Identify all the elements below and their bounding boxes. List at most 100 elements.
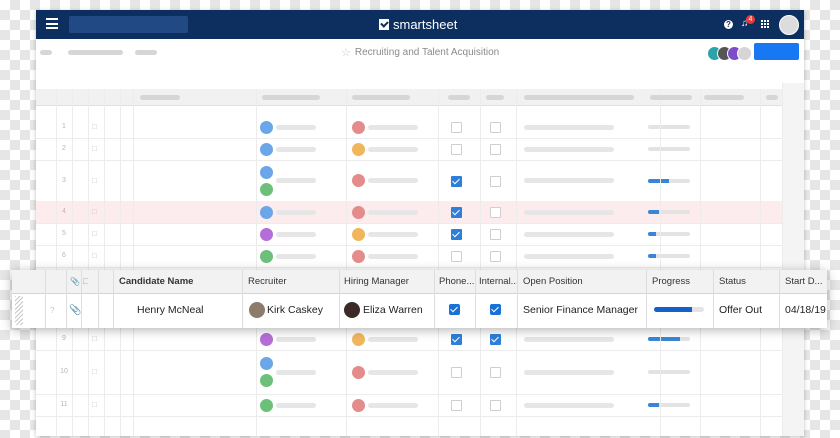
column-header-placeholder[interactable] (140, 95, 180, 100)
column-header-placeholder[interactable] (262, 95, 320, 100)
column-header-placeholder[interactable] (448, 95, 470, 100)
toolbar-placeholder[interactable] (135, 50, 157, 55)
header-phone-screen[interactable]: Phone... (439, 276, 475, 287)
progress-bar-fill (648, 337, 680, 341)
header-start-date[interactable]: Start D... (785, 276, 823, 287)
row-drag-handle[interactable] (15, 296, 23, 325)
phone-screen-checkbox[interactable] (451, 122, 462, 133)
column-header-placeholder[interactable] (704, 95, 744, 100)
search-input[interactable] (69, 16, 188, 33)
column-divider (713, 270, 714, 328)
phone-screen-checkbox[interactable] (451, 144, 462, 155)
table-row[interactable]: 3 □ (36, 160, 782, 202)
column-divider (133, 89, 134, 436)
table-row[interactable]: 6 □ (36, 245, 782, 268)
toolbar-placeholder[interactable] (68, 50, 123, 55)
hiring-manager-avatar (352, 120, 365, 134)
table-row[interactable]: 4 □ (36, 201, 782, 224)
internal-referral-checkbox[interactable] (490, 400, 501, 411)
phone-screen-checkbox[interactable] (449, 304, 460, 315)
row-icon[interactable]: □ (92, 229, 97, 238)
table-row[interactable]: 1 □ (36, 116, 782, 139)
sheet-toolbar: ☆ Recruiting and Talent Acquisition (36, 39, 804, 84)
phone-screen-checkbox[interactable] (451, 207, 462, 218)
table-row[interactable]: 2 □ (36, 138, 782, 161)
table-row[interactable]: 10 □ (36, 350, 782, 395)
cell-placeholder (368, 124, 418, 130)
hiring-manager-avatar (352, 249, 365, 263)
header-open-position[interactable]: Open Position (523, 276, 583, 287)
row-icon[interactable]: □ (92, 400, 97, 409)
table-row[interactable]: 11 □ (36, 394, 782, 417)
row-icon[interactable]: □ (92, 334, 97, 343)
progress-bar (648, 337, 690, 341)
collaborator-avatar[interactable] (737, 46, 752, 61)
internal-referral-checkbox[interactable] (490, 367, 501, 378)
phone-screen-checkbox[interactable] (451, 175, 462, 187)
table-row[interactable]: 5 □ (36, 223, 782, 246)
start-date-cell[interactable]: 04/18/19 (785, 304, 826, 316)
internal-referral-checkbox[interactable] (490, 334, 501, 345)
row-number: 6 (62, 252, 66, 259)
cell-placeholder (524, 336, 614, 342)
apps-grid-icon[interactable] (761, 20, 770, 29)
table-row[interactable]: ? 📎 Henry McNeal Kirk Caskey Eliza Warre… (12, 293, 827, 328)
status-cell[interactable]: Offer Out (719, 304, 762, 316)
internal-referral-checkbox[interactable] (490, 207, 501, 218)
cell-placeholder (524, 402, 614, 408)
toolbar-placeholder[interactable] (40, 50, 52, 55)
candidate-name-cell[interactable]: Henry McNeal (137, 304, 204, 316)
share-button[interactable] (754, 43, 799, 60)
open-position-cell[interactable]: Senior Finance Manager (523, 304, 638, 316)
phone-screen-checkbox[interactable] (451, 400, 462, 411)
column-divider (434, 270, 435, 328)
row-icon[interactable]: □ (92, 122, 97, 131)
header-internal-referral[interactable]: Internal... (479, 276, 519, 287)
cell-placeholder (368, 402, 418, 408)
phone-screen-checkbox[interactable] (451, 334, 462, 345)
table-row[interactable]: 9 □ (36, 328, 782, 351)
header-progress[interactable]: Progress (652, 276, 691, 287)
column-divider (88, 89, 89, 436)
internal-referral-checkbox[interactable] (490, 144, 501, 155)
column-divider (120, 89, 121, 436)
header-status[interactable]: Status (719, 276, 746, 287)
user-avatar[interactable] (779, 15, 799, 35)
row-number: 2 (62, 145, 66, 152)
header-candidate-name[interactable]: Candidate Name (119, 276, 194, 287)
phone-screen-checkbox[interactable] (451, 229, 462, 240)
cell-placeholder (276, 146, 316, 152)
column-header-placeholder[interactable] (486, 95, 504, 100)
recruiter-cell[interactable]: Kirk Caskey (267, 304, 324, 316)
internal-referral-checkbox[interactable] (490, 122, 501, 133)
help-icon[interactable]: ? (724, 20, 733, 29)
internal-referral-checkbox[interactable] (490, 229, 501, 240)
phone-screen-checkbox[interactable] (451, 367, 462, 378)
header-hiring-manager[interactable]: Hiring Manager (344, 276, 409, 287)
column-header-placeholder[interactable] (766, 95, 778, 100)
internal-referral-checkbox[interactable] (490, 304, 501, 315)
column-divider (516, 89, 517, 436)
row-icon[interactable]: □ (92, 175, 97, 185)
row-icon[interactable]: □ (92, 207, 97, 216)
column-header-placeholder[interactable] (650, 95, 692, 100)
row-icon[interactable]: □ (92, 367, 97, 376)
menu-icon[interactable] (46, 18, 58, 29)
recruiter-avatar (260, 249, 273, 263)
hiring-manager-avatar (352, 398, 365, 412)
hiring-manager-cell[interactable]: Eliza Warren (363, 304, 423, 316)
attachment-icon[interactable]: 📎 (69, 305, 82, 316)
internal-referral-checkbox[interactable] (490, 251, 501, 262)
internal-referral-checkbox[interactable] (490, 175, 501, 187)
hiring-manager-avatar (352, 365, 365, 379)
column-header-placeholder[interactable] (524, 95, 634, 100)
phone-screen-checkbox[interactable] (451, 251, 462, 262)
recruiter-avatar (260, 332, 273, 346)
column-header-placeholder[interactable] (352, 95, 410, 100)
star-icon[interactable]: ☆ (341, 46, 351, 59)
bell-icon[interactable]: ♫ (741, 18, 749, 29)
row-icon[interactable]: □ (92, 251, 97, 260)
header-recruiter[interactable]: Recruiter (248, 276, 287, 287)
vertical-scrollbar[interactable] (782, 83, 804, 436)
row-icon[interactable]: □ (92, 144, 97, 153)
